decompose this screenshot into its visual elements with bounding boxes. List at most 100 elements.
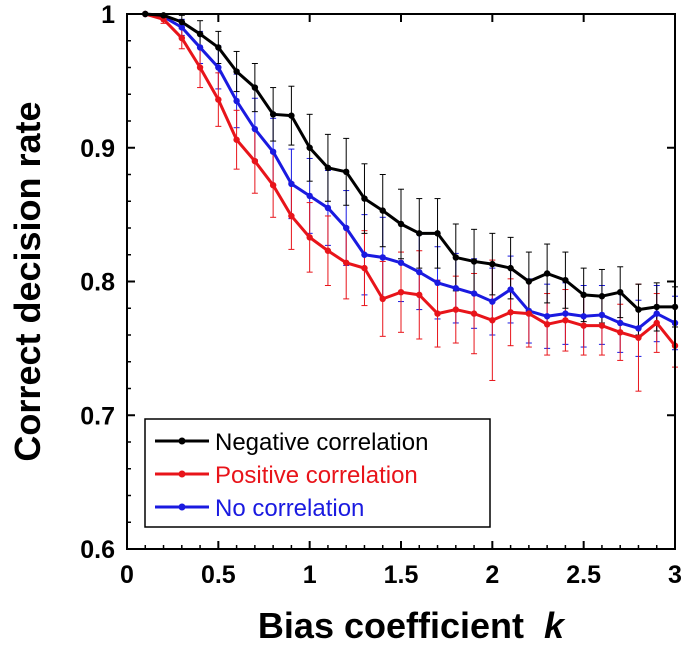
data-point	[178, 18, 185, 26]
data-point	[233, 68, 240, 75]
data-point	[288, 180, 295, 188]
x-tick-label: 2	[485, 561, 499, 589]
data-point	[233, 97, 240, 105]
data-point	[598, 322, 606, 329]
data-point	[452, 306, 459, 313]
data-point	[361, 251, 368, 258]
data-point	[562, 310, 569, 317]
legend-label: Negative correlation	[215, 429, 428, 456]
y-axis-title: Correct decision rate	[7, 101, 48, 461]
data-point	[288, 112, 295, 119]
data-point	[580, 291, 587, 299]
data-point	[306, 192, 313, 200]
data-point	[379, 207, 386, 214]
data-point	[397, 220, 405, 228]
data-point	[397, 259, 405, 266]
x-tick-label: 1	[303, 561, 317, 589]
data-point	[215, 64, 222, 71]
ticks-layer: 0 0.5 1 1.5 2 2.5 3 0.6 0.7 0.8 0.9 1	[80, 1, 682, 589]
data-point	[361, 264, 368, 272]
data-point	[452, 284, 459, 292]
data-point	[251, 84, 259, 91]
data-point	[196, 30, 204, 38]
data-point	[416, 230, 423, 237]
y-tick-label: 0.9	[80, 135, 115, 163]
data-point	[470, 290, 478, 297]
data-point	[196, 64, 204, 71]
data-point	[489, 260, 496, 268]
series-layer	[142, 10, 679, 349]
data-point	[416, 291, 423, 299]
data-point	[251, 125, 259, 133]
x-axis-title: Bias coefficient k	[258, 605, 566, 645]
data-point	[251, 157, 259, 165]
data-point	[324, 164, 332, 172]
data-point	[343, 168, 350, 176]
data-point	[434, 310, 441, 317]
data-point	[306, 144, 313, 151]
data-point	[617, 289, 624, 296]
data-point	[635, 306, 642, 313]
data-point	[507, 309, 514, 316]
y-tick-label: 0.8	[80, 269, 115, 297]
data-point	[543, 313, 551, 320]
data-point	[288, 212, 295, 220]
legend: Negative correlation Positive correlation…	[144, 418, 491, 528]
data-point	[361, 195, 368, 202]
data-point	[507, 264, 514, 272]
data-point	[598, 293, 606, 300]
data-point	[397, 289, 405, 296]
data-point	[178, 34, 185, 42]
data-point	[653, 303, 660, 311]
data-point	[525, 310, 533, 317]
data-point	[617, 329, 624, 336]
data-point	[635, 334, 642, 341]
data-point	[343, 259, 350, 266]
data-point	[489, 298, 496, 305]
data-point	[489, 317, 496, 324]
data-point	[306, 234, 313, 241]
data-point	[379, 295, 386, 303]
x-tick-label: 0.5	[201, 561, 236, 589]
data-point	[269, 111, 277, 118]
data-point	[416, 268, 423, 276]
x-tick-label: 1.5	[384, 561, 419, 589]
series-line	[145, 12, 676, 330]
data-point	[452, 254, 459, 261]
legend-marker	[178, 470, 186, 478]
data-point	[233, 136, 240, 143]
data-point	[470, 310, 478, 317]
data-point	[562, 276, 569, 284]
data-point	[215, 96, 222, 103]
data-point	[215, 44, 222, 51]
y-tick-label: 0.6	[80, 536, 115, 564]
data-point	[525, 278, 533, 285]
data-point	[562, 317, 569, 324]
data-point	[543, 321, 551, 328]
data-point	[196, 44, 204, 51]
x-axis-title-variable: k	[544, 605, 566, 645]
data-point	[617, 319, 624, 327]
y-tick-label: 1	[101, 1, 115, 29]
data-point	[635, 325, 642, 332]
data-point	[269, 148, 277, 155]
legend-marker	[178, 503, 186, 511]
data-point	[269, 182, 277, 189]
x-tick-label: 3	[668, 561, 682, 589]
data-point	[653, 319, 660, 327]
series-line	[145, 12, 675, 312]
legend-label: Positive correlation	[215, 462, 418, 489]
y-tick-label: 0.7	[80, 402, 115, 430]
data-point	[379, 254, 386, 261]
data-point	[178, 24, 185, 31]
x-axis-title-text: Bias coefficient	[258, 605, 524, 645]
data-point	[580, 313, 587, 320]
legend-label: No correlation	[215, 495, 364, 522]
data-point	[653, 310, 660, 317]
data-point	[598, 311, 606, 319]
x-tick-label: 0	[120, 561, 134, 589]
data-point	[543, 270, 551, 277]
data-point	[324, 204, 332, 212]
data-point	[434, 230, 441, 237]
